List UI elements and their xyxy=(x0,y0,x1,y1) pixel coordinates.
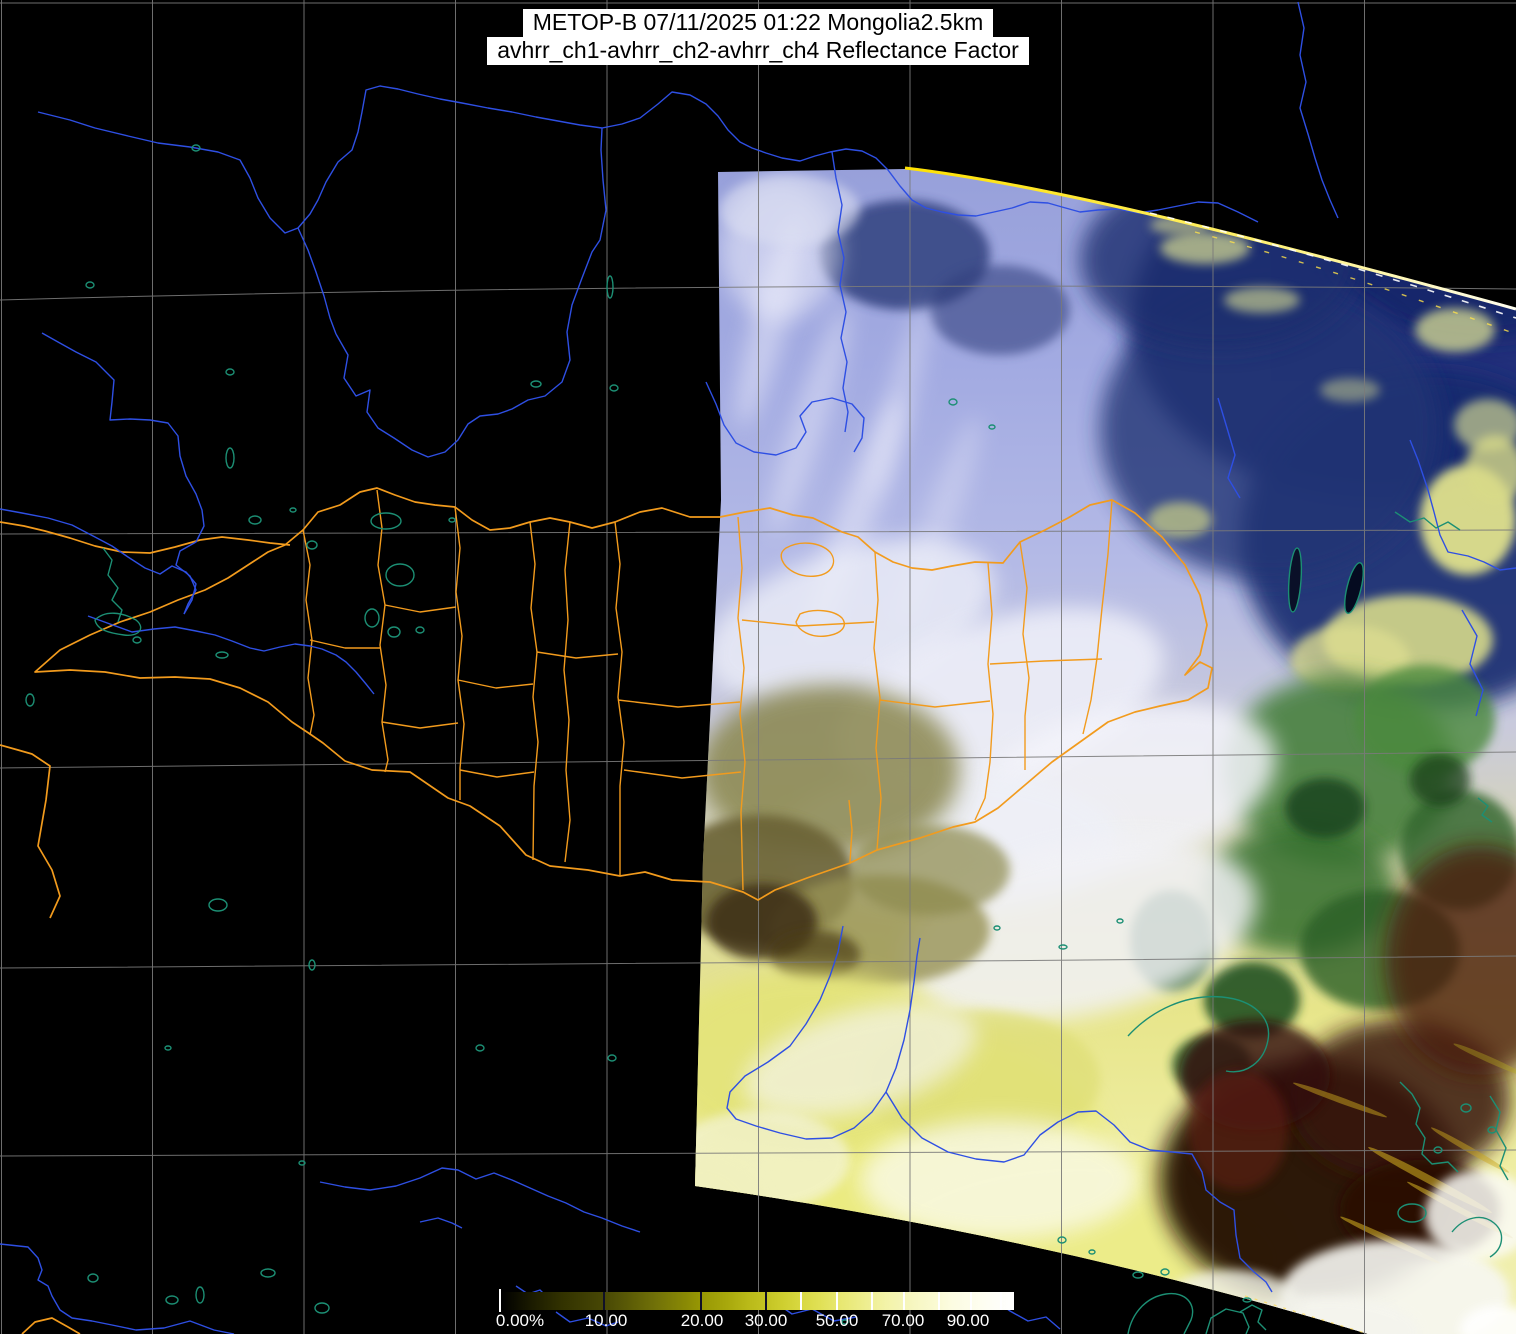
border-west-edge xyxy=(0,521,291,554)
title-line-2: avhrr_ch1-avhrr_ch2-avhrr_ch4 Reflectanc… xyxy=(487,37,1029,65)
colorbar-tick-70 xyxy=(902,1292,905,1310)
colorbar-tick-90 xyxy=(969,1292,972,1310)
title-line-1: METOP-B 07/11/2025 01:22 Mongolia2.5km xyxy=(522,9,994,37)
country-borders xyxy=(0,487,1213,1334)
colorbar-tick-20 xyxy=(700,1292,703,1310)
colorbar-gradient xyxy=(502,1292,1014,1310)
colorbar-tick-50 xyxy=(835,1292,838,1310)
lakes-coastlines xyxy=(25,144,1509,1334)
colorbar-tick-80 xyxy=(938,1292,941,1310)
colorbar-label: 20.00 xyxy=(680,1311,724,1330)
colorbar-label: 10.00 xyxy=(584,1311,628,1330)
colorbar-label: 50.00 xyxy=(815,1311,859,1330)
border-left-fragment xyxy=(0,744,61,919)
title-banner: METOP-B 07/11/2025 01:22 Mongolia2.5km a… xyxy=(0,9,1516,65)
colorbar-tick-10 xyxy=(602,1292,605,1310)
mongolia-outline xyxy=(34,487,1213,901)
colorbar-label: 0.00% xyxy=(495,1311,545,1330)
aimag-borders xyxy=(302,489,1113,891)
colorbar-tick-60 xyxy=(871,1292,874,1310)
border-bottom-fragment xyxy=(21,1317,81,1334)
colorbar-label: 70.00 xyxy=(881,1311,925,1330)
colorbar-zero-tick xyxy=(499,1289,501,1312)
colorbar-label: 30.00 xyxy=(744,1311,788,1330)
colorbar-tick-40 xyxy=(799,1292,802,1310)
satellite-swath-image xyxy=(695,169,1516,1334)
colorbar-label: 90.00 xyxy=(946,1311,990,1330)
colorbar-tick-end xyxy=(1000,1292,1003,1310)
swath-edge-stripe xyxy=(904,166,1516,1334)
colorbar-tick-30 xyxy=(765,1292,768,1310)
